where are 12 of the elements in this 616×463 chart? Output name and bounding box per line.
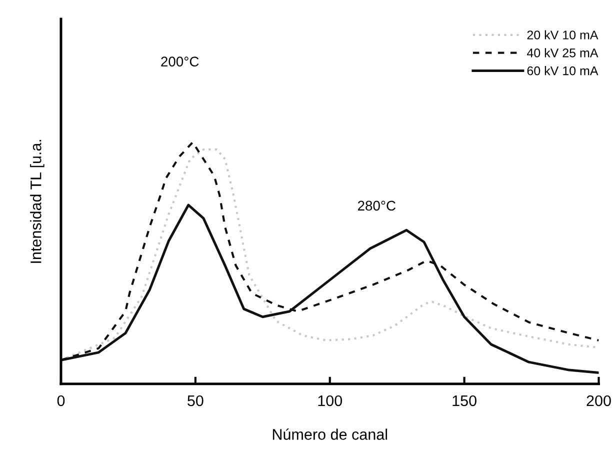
x-tick-label: 150: [452, 395, 476, 406]
x-tick-label: 200: [586, 395, 611, 406]
y-axis-title: Intensidad TL [u.a.: [30, 140, 44, 263]
text: 200°C: [161, 56, 199, 66]
x-tick-label: 0: [57, 395, 65, 406]
x-tick-label: 100: [318, 395, 342, 406]
annotation: 280°C: [358, 200, 396, 211]
legend-label: 20 kV 10 mA: [527, 30, 598, 40]
x-tick-label: 50: [188, 395, 204, 406]
legend-label: 40 kV 25 mA: [526, 48, 598, 58]
legend-label: 60 kV 10 mA: [527, 66, 598, 76]
x-axis-title: Número de canal: [272, 428, 388, 440]
